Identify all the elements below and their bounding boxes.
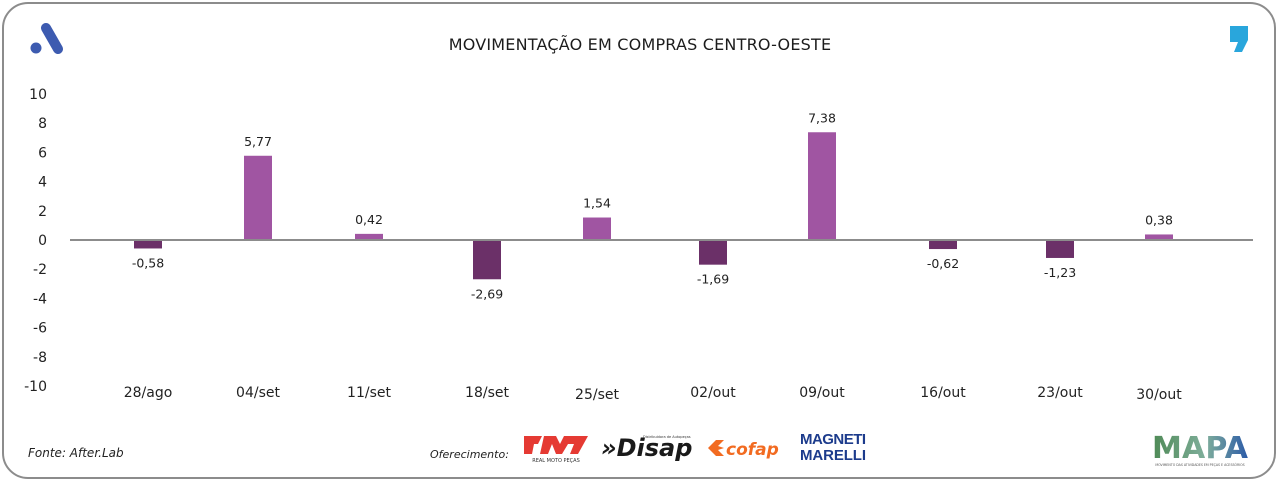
y-tick-label: -4 [33, 291, 47, 307]
rmp-subtitle: REAL MOTO PEÇAS [532, 458, 580, 464]
cofap-logo-icon: cofap [708, 440, 779, 459]
x-tick-label: 25/set [575, 387, 619, 403]
data-label: 0,42 [355, 212, 383, 227]
bar-18-set [473, 240, 501, 280]
svg-text:»Disape: »Disape [601, 434, 693, 462]
y-tick-label: 6 [38, 145, 47, 161]
bar-11-set [355, 233, 383, 240]
x-tick-label: 18/set [465, 385, 509, 401]
rmp-logo-icon: REAL MOTO PEÇAS [524, 436, 588, 464]
mapa-logo-icon: MAPA MOVIMENTO DAS ATIVIDADES EM PEÇAS E… [1152, 432, 1249, 467]
x-tick-label: 02/out [690, 385, 736, 401]
sponsor-label: Oferecimento: [430, 448, 509, 461]
y-tick-label: 0 [38, 233, 47, 249]
magneti-line2: MARELLI [800, 447, 866, 462]
data-label: -2,69 [471, 286, 503, 301]
source-note: Fonte: After.Lab [28, 446, 124, 460]
cofap-text: cofap [726, 440, 779, 459]
quote-logo-icon [1230, 26, 1248, 52]
y-tick-label: -10 [24, 379, 47, 395]
data-label: 0,38 [1145, 212, 1173, 227]
magneti-line1: MAGNETI [800, 431, 866, 448]
bar-04-set [244, 155, 272, 240]
bar-30-out [1145, 234, 1173, 240]
x-axis: 28/ago 04/set 11/set 18/set 25/set 02/out 09/o… [124, 385, 1183, 403]
x-tick-label: 04/set [236, 385, 280, 401]
x-tick-label: 16/out [920, 385, 966, 401]
data-label: 7,38 [808, 110, 836, 125]
y-tick-label: 2 [38, 204, 47, 220]
data-label: 5,77 [244, 134, 272, 149]
data-labels: -0,58 5,77 0,42 -2,69 1,54 -1,69 7,38 -0,62 -1,2… [132, 110, 1173, 301]
bar-02-out [699, 240, 727, 265]
disape-subtitle: Distribuidora de Autopeças [643, 435, 691, 439]
y-tick-label: -8 [33, 350, 47, 366]
y-tick-label: 4 [38, 175, 47, 191]
chart-title: MOVIMENTAÇÃO EM COMPRAS CENTRO-OESTE [448, 35, 832, 54]
bar-28-ago [134, 240, 162, 249]
mapa-text: MAPA [1152, 432, 1249, 466]
bar-16-out [929, 240, 957, 250]
x-tick-label: 09/out [799, 385, 845, 401]
x-tick-label: 11/set [347, 385, 391, 401]
brand-a-logo-icon [30, 23, 63, 54]
bar-09-out [808, 132, 836, 240]
bars [134, 132, 1173, 280]
data-label: -1,69 [697, 272, 729, 287]
y-tick-label: -2 [33, 262, 47, 278]
x-tick-label: 30/out [1136, 387, 1182, 403]
magneti-marelli-logo-icon: MAGNETI MARELLI [800, 431, 866, 462]
data-label: -0,62 [927, 256, 959, 271]
bar-23-out [1046, 240, 1074, 258]
y-tick-label: 10 [29, 87, 47, 103]
y-axis: 10 8 6 4 2 0 -2 -4 -6 -8 -10 [24, 87, 47, 395]
data-label: -0,58 [132, 255, 164, 270]
x-tick-label: 28/ago [124, 385, 173, 401]
data-label: -1,23 [1044, 265, 1076, 280]
mapa-subtitle: MOVIMENTO DAS ATIVIDADES EM PEÇAS E ACES… [1155, 462, 1244, 467]
bar-25-set [583, 217, 611, 240]
data-label: 1,54 [583, 196, 611, 211]
x-tick-label: 23/out [1037, 385, 1083, 401]
y-tick-label: 8 [38, 116, 47, 132]
y-tick-label: -6 [33, 321, 47, 337]
disape-logo-icon: »Disape Distribuidora de Autopeças [601, 434, 693, 462]
